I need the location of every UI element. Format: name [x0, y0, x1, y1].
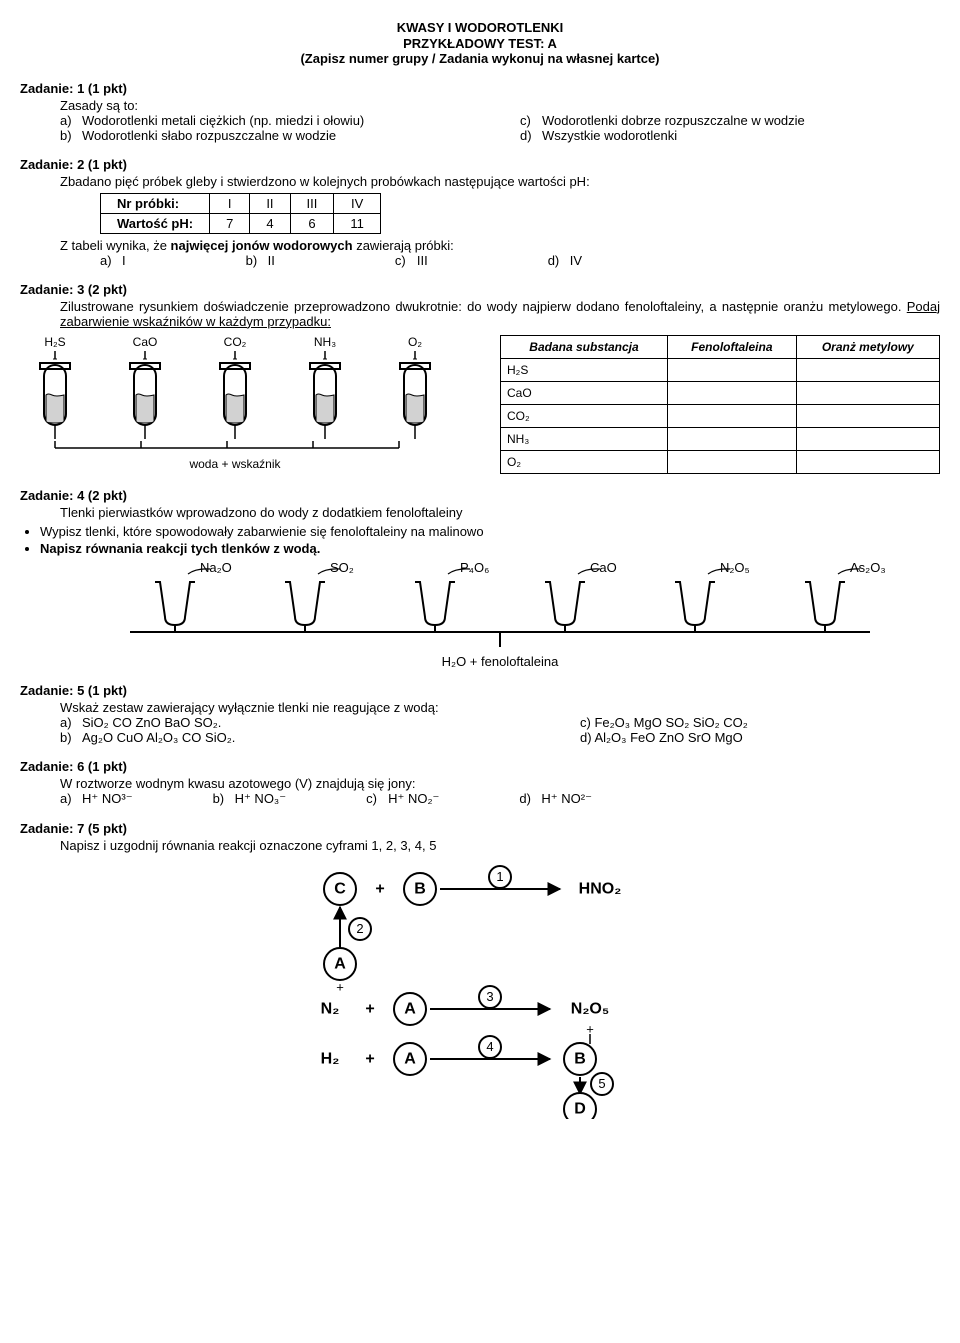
z1-d-pre: d) — [520, 128, 542, 143]
title-line3: (Zapisz numer grupy / Zadania wykonuj na… — [20, 51, 940, 67]
svg-text:B: B — [574, 1050, 586, 1067]
title-line1: KWASY I WODOROTLENKI — [20, 20, 940, 36]
z6-options: a)H⁺ NO³⁻ b)H⁺ NO₃⁻ c)H⁺ NO₂⁻ d)H⁺ NO²⁻ — [60, 791, 940, 807]
svg-text:A: A — [404, 1000, 416, 1017]
z1-b: Wodorotlenki słabo rozpuszczalne w wodzi… — [82, 128, 336, 143]
test-tube-icon — [290, 351, 360, 441]
z1-c-pre: c) — [520, 113, 542, 128]
z1-b-pre: b) — [60, 128, 82, 143]
svg-text:C: C — [334, 880, 346, 897]
svg-text:+: + — [365, 1000, 374, 1017]
z2-v1: 4 — [250, 213, 290, 233]
z5-options: a)SiO₂ CO ZnO BaO SO₂. b)Ag₂O CuO Al₂O₃ … — [60, 715, 940, 745]
z7-reaction-scheme: .nd { fill:#fff; stroke:#000; stroke-wid… — [260, 859, 700, 1119]
z2-opts: a)I b)II c)III d)IV — [100, 253, 940, 268]
svg-text:2: 2 — [356, 921, 363, 936]
z1-c: Wodorotlenki dobrze rozpuszczalne w wodz… — [542, 113, 805, 128]
z5-intro: Wskaż zestaw zawierający wyłącznie tlenk… — [60, 700, 940, 715]
svg-text:HNO₂: HNO₂ — [579, 880, 622, 897]
test-tube-icon — [20, 351, 90, 441]
z4-line1: Tlenki pierwiastków wprowadzono do wody … — [60, 505, 940, 520]
svg-text:H₂: H₂ — [321, 1050, 340, 1067]
z7-intro: Napisz i uzgodnij równania reakcji oznac… — [60, 838, 940, 853]
svg-text:N₂O₅: N₂O₅ — [571, 1000, 609, 1017]
z2-intro: Zbadano pięć próbek gleby i stwierdzono … — [60, 174, 940, 189]
svg-text:+: + — [336, 979, 344, 994]
svg-text:4: 4 — [486, 1039, 493, 1054]
z2-c1: II — [250, 193, 290, 213]
svg-text:+: + — [375, 880, 384, 897]
svg-text:5: 5 — [598, 1076, 605, 1091]
z2-c2: III — [290, 193, 334, 213]
test-tube-icon — [110, 351, 180, 441]
z5-head: Zadanie: 5 (1 pkt) — [20, 683, 940, 698]
z2-v0: 7 — [210, 213, 250, 233]
z2-head: Zadanie: 2 (1 pkt) — [20, 157, 940, 172]
z1-intro: Zasady są to: — [60, 98, 940, 113]
test-tube-icon — [200, 351, 270, 441]
z2-v3: 11 — [334, 213, 381, 233]
title-line2: PRZYKŁADOWY TEST: A — [20, 36, 940, 52]
z3-tubes-figure: H₂S CaO — [20, 335, 450, 471]
test-tube-icon — [380, 351, 450, 441]
svg-text:+: + — [365, 1050, 374, 1067]
z1-a-pre: a) — [60, 113, 82, 128]
svg-text:D: D — [574, 1100, 586, 1117]
z3-para: Zilustrowane rysunkiem doświadczenie prz… — [60, 299, 940, 329]
z4-caption: H₂O + fenoloftaleina — [60, 654, 940, 669]
z1-d: Wszystkie wodorotlenki — [542, 128, 677, 143]
z2-c3: IV — [334, 193, 381, 213]
svg-text:A: A — [334, 955, 346, 972]
z6-intro: W roztworze wodnym kwasu azotowego (V) z… — [60, 776, 940, 791]
svg-text:A: A — [404, 1050, 416, 1067]
z2-after: Z tabeli wynika, że najwięcej jonów wodo… — [60, 238, 940, 253]
z3-head: Zadanie: 3 (2 pkt) — [20, 282, 940, 297]
svg-text:3: 3 — [486, 989, 493, 1004]
tube-connector-icon — [20, 441, 450, 455]
svg-text:B: B — [414, 880, 426, 897]
z2-row1h: Nr próbki: — [101, 193, 210, 213]
z2-c0: I — [210, 193, 250, 213]
z7-head: Zadanie: 7 (5 pkt) — [20, 821, 940, 836]
svg-text:1: 1 — [496, 869, 503, 884]
z2-v2: 6 — [290, 213, 334, 233]
z4-head: Zadanie: 4 (2 pkt) — [20, 488, 940, 503]
z3-result-table: Badana substancja Fenoloftaleina Oranż m… — [500, 335, 940, 474]
z4-beakers-figure: Na₂O SO₂ P₄O₆ CaO — [60, 562, 940, 652]
z1-a: Wodorotlenki metali ciężkich (np. miedzi… — [82, 113, 364, 128]
z3-tube-caption: woda + wskaźnik — [20, 457, 450, 471]
z1-head: Zadanie: 1 (1 pkt) — [20, 81, 940, 96]
svg-text:N₂: N₂ — [321, 1000, 340, 1017]
z4-bullets: Wypisz tlenki, które spowodowały zabarwi… — [40, 524, 940, 556]
z2-row2h: Wartość pH: — [101, 213, 210, 233]
z1-options: a)Wodorotlenki metali ciężkich (np. mied… — [60, 113, 940, 143]
z2-table: Nr próbki: I II III IV Wartość pH: 7 4 6… — [100, 193, 381, 234]
z6-head: Zadanie: 6 (1 pkt) — [20, 759, 940, 774]
